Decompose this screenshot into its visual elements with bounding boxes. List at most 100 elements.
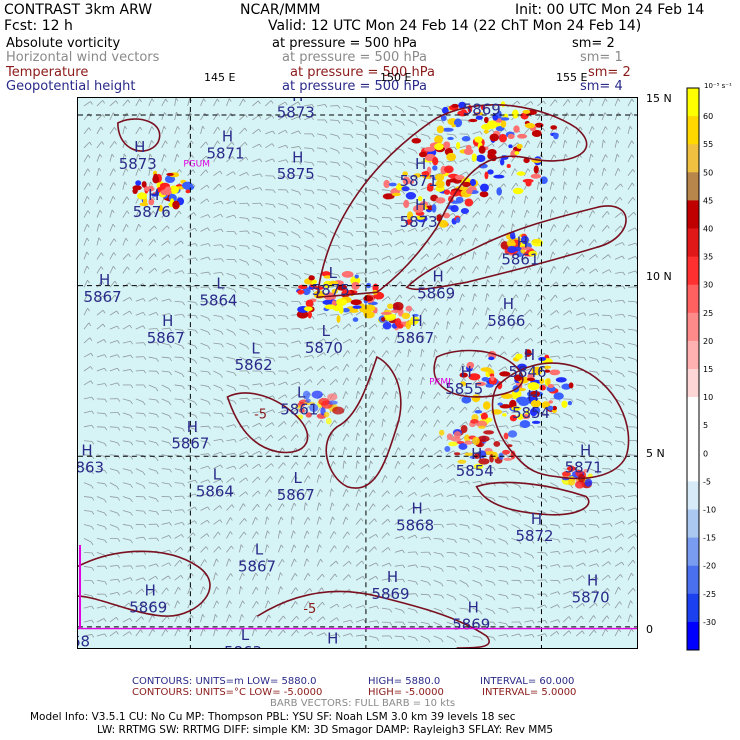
wind-barb bbox=[96, 237, 100, 246]
wind-barb bbox=[588, 282, 597, 288]
wind-barb-flag bbox=[607, 587, 610, 592]
wind-barb-flag bbox=[581, 239, 584, 243]
wind-barb bbox=[394, 268, 402, 274]
wind-barb bbox=[627, 169, 634, 176]
wind-barb-flag bbox=[577, 167, 580, 172]
wind-barb bbox=[576, 440, 584, 444]
wind-barb bbox=[174, 370, 183, 375]
wind-barb-flag bbox=[247, 397, 250, 402]
wind-barb-flag bbox=[114, 127, 117, 131]
vorticity-cell bbox=[515, 353, 523, 360]
wind-barb bbox=[381, 377, 384, 386]
wind-barb bbox=[368, 489, 374, 497]
wind-barb-flag bbox=[311, 190, 315, 195]
wind-barb bbox=[433, 435, 441, 442]
wind-barb bbox=[291, 217, 299, 222]
vorticity-cell bbox=[415, 215, 426, 220]
wind-barb bbox=[83, 565, 92, 568]
wind-barb-flag bbox=[87, 307, 90, 312]
wind-barb bbox=[498, 322, 504, 330]
wind-barb-flag bbox=[618, 628, 622, 633]
vorticity-cell bbox=[584, 478, 593, 487]
wind-barb-flag bbox=[609, 457, 613, 461]
wind-barb bbox=[614, 628, 620, 637]
wind-barb-flag bbox=[143, 536, 147, 541]
wind-barb-flag bbox=[86, 224, 90, 228]
wind-barb bbox=[83, 251, 88, 260]
wind-barb-flag bbox=[479, 596, 483, 601]
wind-barb bbox=[304, 203, 312, 206]
wind-barb bbox=[304, 175, 313, 178]
wind-barb bbox=[122, 210, 128, 218]
wind-barb-flag bbox=[401, 241, 405, 245]
wind-barb bbox=[524, 338, 532, 344]
wind-barb-flag bbox=[91, 619, 94, 624]
wind-barb bbox=[174, 300, 183, 303]
temperature-contour bbox=[226, 392, 309, 454]
wind-barb bbox=[109, 182, 114, 190]
wind-barb-flag bbox=[155, 297, 159, 301]
wind-barb bbox=[446, 185, 454, 191]
wind-barb-flag bbox=[583, 509, 587, 514]
wind-barb-flag bbox=[371, 433, 375, 437]
wind-barb bbox=[381, 350, 387, 358]
wind-barb-flag bbox=[324, 206, 327, 211]
wind-barb bbox=[394, 578, 403, 581]
wind-barb-flag bbox=[466, 171, 469, 175]
wind-barb bbox=[588, 181, 592, 190]
wind-barb-flag bbox=[492, 498, 496, 502]
wind-barb bbox=[627, 227, 636, 232]
wind-barb-flag bbox=[519, 580, 522, 584]
wind-barb-flag bbox=[128, 253, 131, 257]
wind-barb bbox=[511, 307, 516, 316]
wind-barb-flag bbox=[293, 502, 297, 507]
wind-barb-flag bbox=[153, 601, 156, 606]
wind-barb bbox=[83, 380, 91, 386]
colorbar-tick-label: 0 bbox=[703, 449, 708, 458]
wind-barb-flag bbox=[345, 474, 349, 479]
vorticity-cell bbox=[457, 459, 467, 464]
wind-barb bbox=[562, 126, 567, 135]
vorticity-cell bbox=[434, 173, 445, 181]
wind-barb-flag bbox=[528, 266, 532, 270]
wind-barb-flag bbox=[346, 503, 350, 507]
wind-barb bbox=[394, 519, 402, 525]
wind-barb-flag bbox=[139, 238, 143, 242]
wind-barb-flag bbox=[254, 544, 258, 549]
wind-barb-flag bbox=[208, 371, 211, 376]
wind-barb-flag bbox=[620, 183, 623, 188]
wind-barb bbox=[498, 538, 507, 542]
wind-barb bbox=[239, 518, 245, 525]
wind-barb-flag bbox=[155, 312, 159, 316]
wind-barb bbox=[122, 412, 131, 416]
vorticity-cell bbox=[327, 400, 338, 405]
wind-barb-flag bbox=[529, 309, 533, 313]
wind-barb bbox=[252, 128, 259, 135]
wind-barb bbox=[252, 342, 261, 346]
wind-barb-flag bbox=[531, 484, 535, 489]
wind-barb-flag bbox=[284, 394, 288, 398]
wind-barb-flag bbox=[207, 401, 211, 405]
wind-barb-flag bbox=[156, 328, 160, 332]
wind-barb-flag bbox=[321, 573, 325, 578]
wind-barb-flag bbox=[544, 525, 548, 529]
wind-barb-flag bbox=[581, 588, 585, 593]
wind-barb-flag bbox=[91, 580, 95, 584]
wind-barb bbox=[459, 145, 468, 149]
wind-barb-flag bbox=[631, 182, 635, 187]
wind-barb-flag bbox=[387, 518, 391, 523]
wind-barb bbox=[122, 324, 130, 330]
wind-barb bbox=[252, 158, 260, 163]
wind-barb-flag bbox=[400, 505, 404, 509]
wind-barb bbox=[200, 519, 208, 525]
wind-barb bbox=[109, 196, 114, 204]
wind-barb-flag bbox=[596, 482, 600, 487]
wind-barb bbox=[420, 253, 427, 260]
vorticity-cell bbox=[455, 217, 461, 224]
wind-barb bbox=[265, 629, 271, 637]
wind-barb bbox=[407, 363, 412, 372]
wind-barb bbox=[614, 112, 619, 121]
wind-barb bbox=[161, 549, 170, 553]
wind-barb bbox=[83, 337, 91, 344]
wind-barb-flag bbox=[582, 575, 585, 579]
